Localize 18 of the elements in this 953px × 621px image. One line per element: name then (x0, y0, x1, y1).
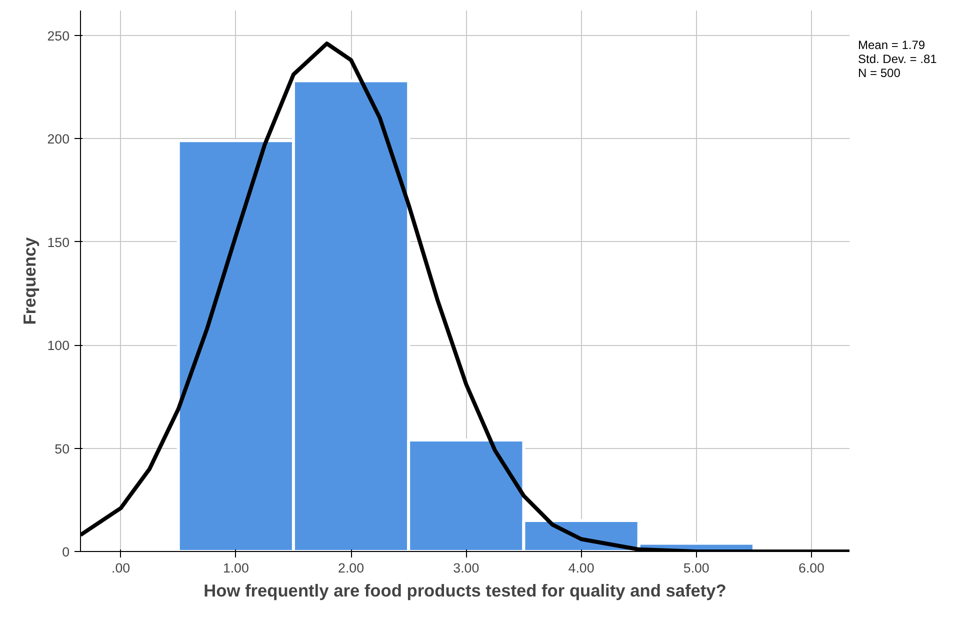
y-tick-label: 100 (47, 338, 70, 354)
x-tick-label: 4.00 (568, 560, 594, 576)
x-tick-label: 2.00 (338, 560, 364, 576)
x-tick-label: 6.00 (798, 560, 824, 576)
x-tick-label: 5.00 (683, 560, 710, 576)
y-tick-label: 0 (62, 544, 70, 560)
y-tick-label: 250 (47, 28, 70, 44)
y-axis-title: Frequency (19, 236, 40, 325)
y-tick-label: 200 (47, 132, 70, 147)
x-axis-title: How frequently are food products tested for quality and safety? (204, 580, 726, 600)
y-tick-label: 50 (54, 441, 70, 456)
x-tick-label: .00 (112, 560, 130, 576)
x-tick-label: 3.00 (453, 560, 480, 576)
text: N = 500 (858, 66, 900, 80)
x-tick-label: 1.00 (222, 560, 249, 576)
text: Std. Dev. = .81 (858, 52, 937, 66)
text: Mean = 1.79 (858, 38, 926, 52)
y-tick-label: 150 (47, 234, 70, 250)
